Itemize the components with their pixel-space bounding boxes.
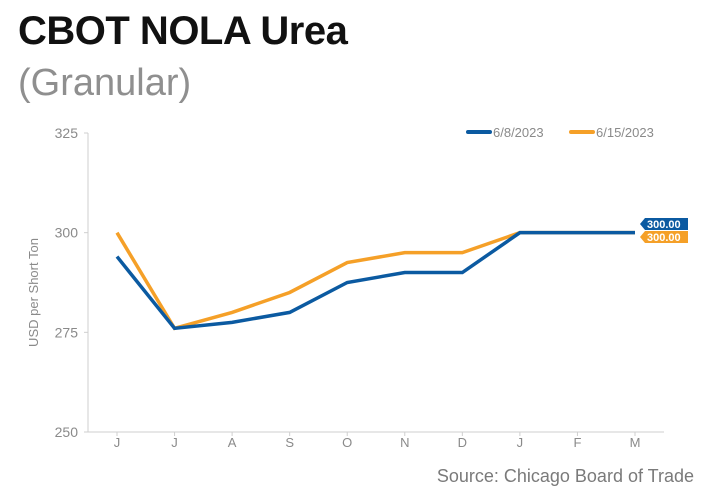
x-tick-label: D [458,435,467,450]
end-value-label: 300.00 [647,219,681,231]
end-value-tag [640,218,688,230]
series-line-6-15-2023 [115,230,635,331]
y-tick-label: 275 [55,324,79,340]
y-axis-label: USD per Short Ton [26,238,41,347]
y-tick-label: 250 [55,424,79,440]
x-tick-label: F [573,435,581,450]
y-tick-label: 300 [55,225,79,241]
x-tick-label: M [630,435,641,450]
legend-label: 6/15/2023 [596,125,654,140]
x-tick-label: N [400,435,409,450]
x-tick-label: J [517,435,524,450]
x-tick-label: J [171,435,178,450]
x-tick-label: S [285,435,294,450]
chart-title: CBOT NOLA Urea [18,9,348,53]
chart-subtitle: (Granular) [18,62,192,104]
y-tick-label: 325 [55,125,79,141]
x-tick-label: O [342,435,352,450]
x-tick-label: A [228,435,237,450]
source-note: Source: Chicago Board of Trade [436,466,694,486]
legend-label: 6/8/2023 [493,125,544,140]
end-value-tag [640,231,688,243]
end-value-label: 300.00 [647,232,681,244]
x-tick-label: J [114,435,121,450]
series-line-6-8-2023 [115,230,635,331]
